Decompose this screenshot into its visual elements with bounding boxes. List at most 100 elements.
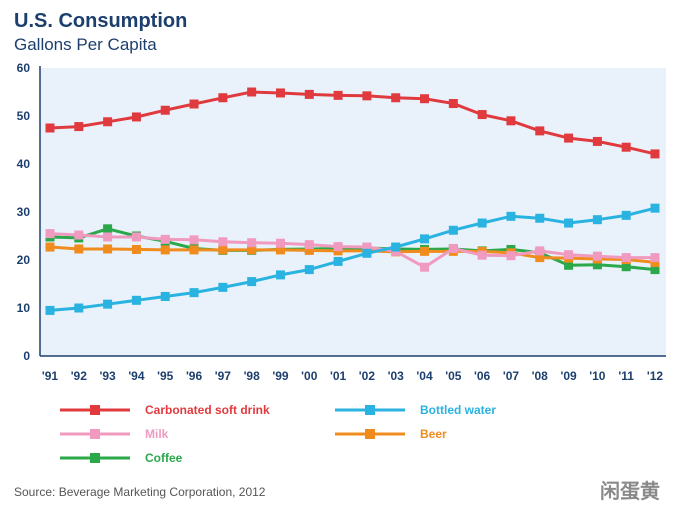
source-note: Source: Beverage Marketing Corporation, … [14, 485, 266, 499]
data-point-beer [131, 244, 141, 254]
legend-label: Carbonated soft drink [145, 403, 270, 417]
data-point-carbonated-soft-drink [621, 142, 631, 152]
data-point-bottled-water [333, 256, 343, 266]
x-tick-label: '94 [128, 369, 145, 383]
legend-item-carbonated-soft-drink: Carbonated soft drink [60, 403, 270, 417]
data-point-coffee [564, 260, 574, 270]
data-point-milk [362, 242, 372, 252]
watermark: 闲蛋黄 [600, 479, 660, 503]
data-point-milk [304, 240, 314, 250]
data-point-bottled-water [160, 291, 170, 301]
data-point-carbonated-soft-drink [477, 110, 487, 120]
chart-title: U.S. Consumption [14, 10, 187, 32]
y-tick-label: 30 [17, 205, 31, 219]
legend-marker [90, 429, 100, 439]
data-point-milk [247, 238, 257, 248]
x-tick-labels: '91 '92 '93 '94 '95 '96 '97 '98 '99 '00 '01 '02 '03 '… [42, 369, 664, 383]
x-tick-label: '08 [532, 369, 549, 383]
series-bottled-water [45, 203, 660, 315]
data-point-carbonated-soft-drink [247, 87, 257, 97]
data-point-bottled-water [477, 218, 487, 228]
data-point-coffee [103, 224, 113, 234]
series-line-beer [49, 245, 656, 264]
data-point-carbonated-soft-drink [333, 90, 343, 100]
x-tick-label: '07 [503, 369, 520, 383]
x-tick-label: '11 [618, 369, 634, 383]
x-tick-label: '10 [589, 369, 606, 383]
series-milk [45, 229, 660, 272]
chart-subtitle: Gallons Per Capita [14, 35, 157, 54]
legend-item-beer: Beer [335, 427, 447, 441]
data-point-carbonated-soft-drink [218, 93, 228, 103]
x-tick-label: '09 [560, 369, 577, 383]
y-tick-label: 40 [17, 157, 31, 171]
x-tick-label: '00 [301, 369, 318, 383]
x-tick-label: '97 [215, 369, 232, 383]
data-point-bottled-water [650, 203, 660, 213]
series-line-milk [49, 232, 655, 269]
legend-label: Coffee [145, 451, 183, 465]
data-point-beer [535, 253, 545, 263]
data-point-bottled-water [420, 234, 430, 244]
legend-marker [90, 405, 100, 415]
data-point-carbonated-soft-drink [45, 123, 55, 133]
data-point-milk [275, 238, 285, 248]
legend-marker [365, 405, 375, 415]
data-point-bottled-water [247, 277, 257, 287]
data-point-beer [103, 244, 113, 254]
data-point-carbonated-soft-drink [275, 88, 285, 98]
x-tick-label: '95 [157, 369, 174, 383]
data-point-beer [218, 245, 228, 255]
data-point-bottled-water [304, 265, 314, 275]
data-point-carbonated-soft-drink [650, 149, 660, 159]
x-tick-label: '04 [416, 369, 433, 383]
data-point-carbonated-soft-drink [535, 126, 545, 136]
x-tick-label: '06 [474, 369, 491, 383]
data-point-carbonated-soft-drink [189, 99, 199, 109]
data-point-bottled-water [506, 211, 516, 221]
legend-label: Bottled water [420, 403, 496, 417]
data-point-beer [247, 245, 257, 255]
data-point-milk [506, 251, 516, 261]
data-point-carbonated-soft-drink [160, 105, 170, 115]
legend-item-coffee: Coffee [60, 451, 183, 465]
data-point-coffee [650, 265, 660, 275]
data-point-beer [420, 246, 430, 256]
data-point-bottled-water [621, 210, 631, 220]
data-point-carbonated-soft-drink [448, 99, 458, 109]
y-tick-label: 50 [17, 109, 31, 123]
data-point-beer [275, 245, 285, 255]
series-lines [45, 87, 660, 315]
data-point-bottled-water [592, 215, 602, 225]
data-point-bottled-water [45, 305, 55, 315]
x-tick-label: '05 [445, 369, 462, 383]
y-tick-label: 0 [23, 349, 30, 363]
data-point-bottled-water [362, 248, 372, 258]
x-tick-label: '91 [42, 369, 59, 383]
data-point-bottled-water [131, 295, 141, 305]
data-point-bottled-water [564, 218, 574, 228]
data-point-milk [333, 242, 343, 252]
data-point-beer [650, 257, 660, 267]
series-carbonated-soft-drink [45, 87, 660, 159]
data-point-carbonated-soft-drink [304, 89, 314, 99]
data-point-bottled-water [218, 282, 228, 292]
legend-label: Beer [420, 427, 447, 441]
data-point-carbonated-soft-drink [362, 91, 372, 101]
data-point-beer [74, 244, 84, 254]
data-point-milk [160, 234, 170, 244]
data-point-milk [420, 262, 430, 272]
plot-area [40, 68, 666, 356]
data-point-carbonated-soft-drink [592, 136, 602, 146]
y-tick-labels: 0 10 20 30 40 50 60 [17, 61, 31, 363]
data-point-bottled-water [103, 299, 113, 309]
data-point-carbonated-soft-drink [506, 116, 516, 126]
y-tick-label: 60 [17, 61, 31, 75]
data-point-milk [74, 230, 84, 240]
x-tick-label: '93 [100, 369, 117, 383]
data-point-milk [131, 232, 141, 242]
data-point-carbonated-soft-drink [420, 94, 430, 104]
legend-item-milk: Milk [60, 427, 169, 441]
data-point-beer [45, 242, 55, 252]
